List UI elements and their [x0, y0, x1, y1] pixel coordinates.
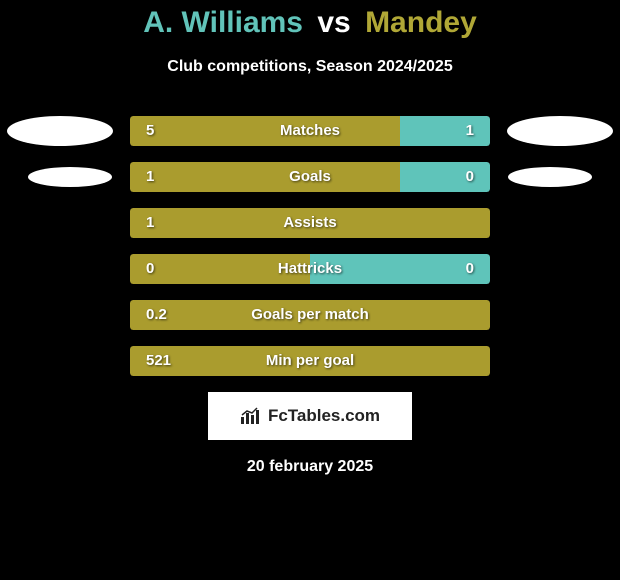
date-text: 20 february 2025: [0, 458, 620, 476]
stat-row: 0Hattricks0: [0, 254, 620, 284]
stat-label: Hattricks: [130, 254, 490, 284]
stat-row: 521Min per goal: [0, 346, 620, 376]
stat-label: Goals per match: [130, 300, 490, 330]
subtitle: Club competitions, Season 2024/2025: [0, 58, 620, 76]
chart-icon: [240, 407, 262, 425]
right-value: 1: [466, 116, 474, 146]
player2-marker: [508, 167, 592, 187]
player2-name: Mandey: [365, 6, 477, 39]
right-value: 0: [466, 162, 474, 192]
vs-text: vs: [317, 6, 350, 39]
stat-label: Matches: [130, 116, 490, 146]
comparison-title: A. Williams vs Mandey: [0, 0, 620, 40]
player1-marker: [7, 116, 113, 146]
stat-row: 1Assists: [0, 208, 620, 238]
brand-text: FcTables.com: [268, 406, 380, 426]
stat-row: 5Matches1: [0, 116, 620, 146]
player2-marker: [507, 116, 613, 146]
stat-label: Min per goal: [130, 346, 490, 376]
right-value: 0: [466, 254, 474, 284]
player1-name: A. Williams: [143, 6, 303, 39]
stat-row: 1Goals0: [0, 162, 620, 192]
stat-row: 0.2Goals per match: [0, 300, 620, 330]
stat-label: Assists: [130, 208, 490, 238]
comparison-chart: 5Matches11Goals01Assists0Hattricks00.2Go…: [0, 116, 620, 376]
brand-badge: FcTables.com: [208, 392, 412, 440]
player1-marker: [28, 167, 112, 187]
stat-label: Goals: [130, 162, 490, 192]
